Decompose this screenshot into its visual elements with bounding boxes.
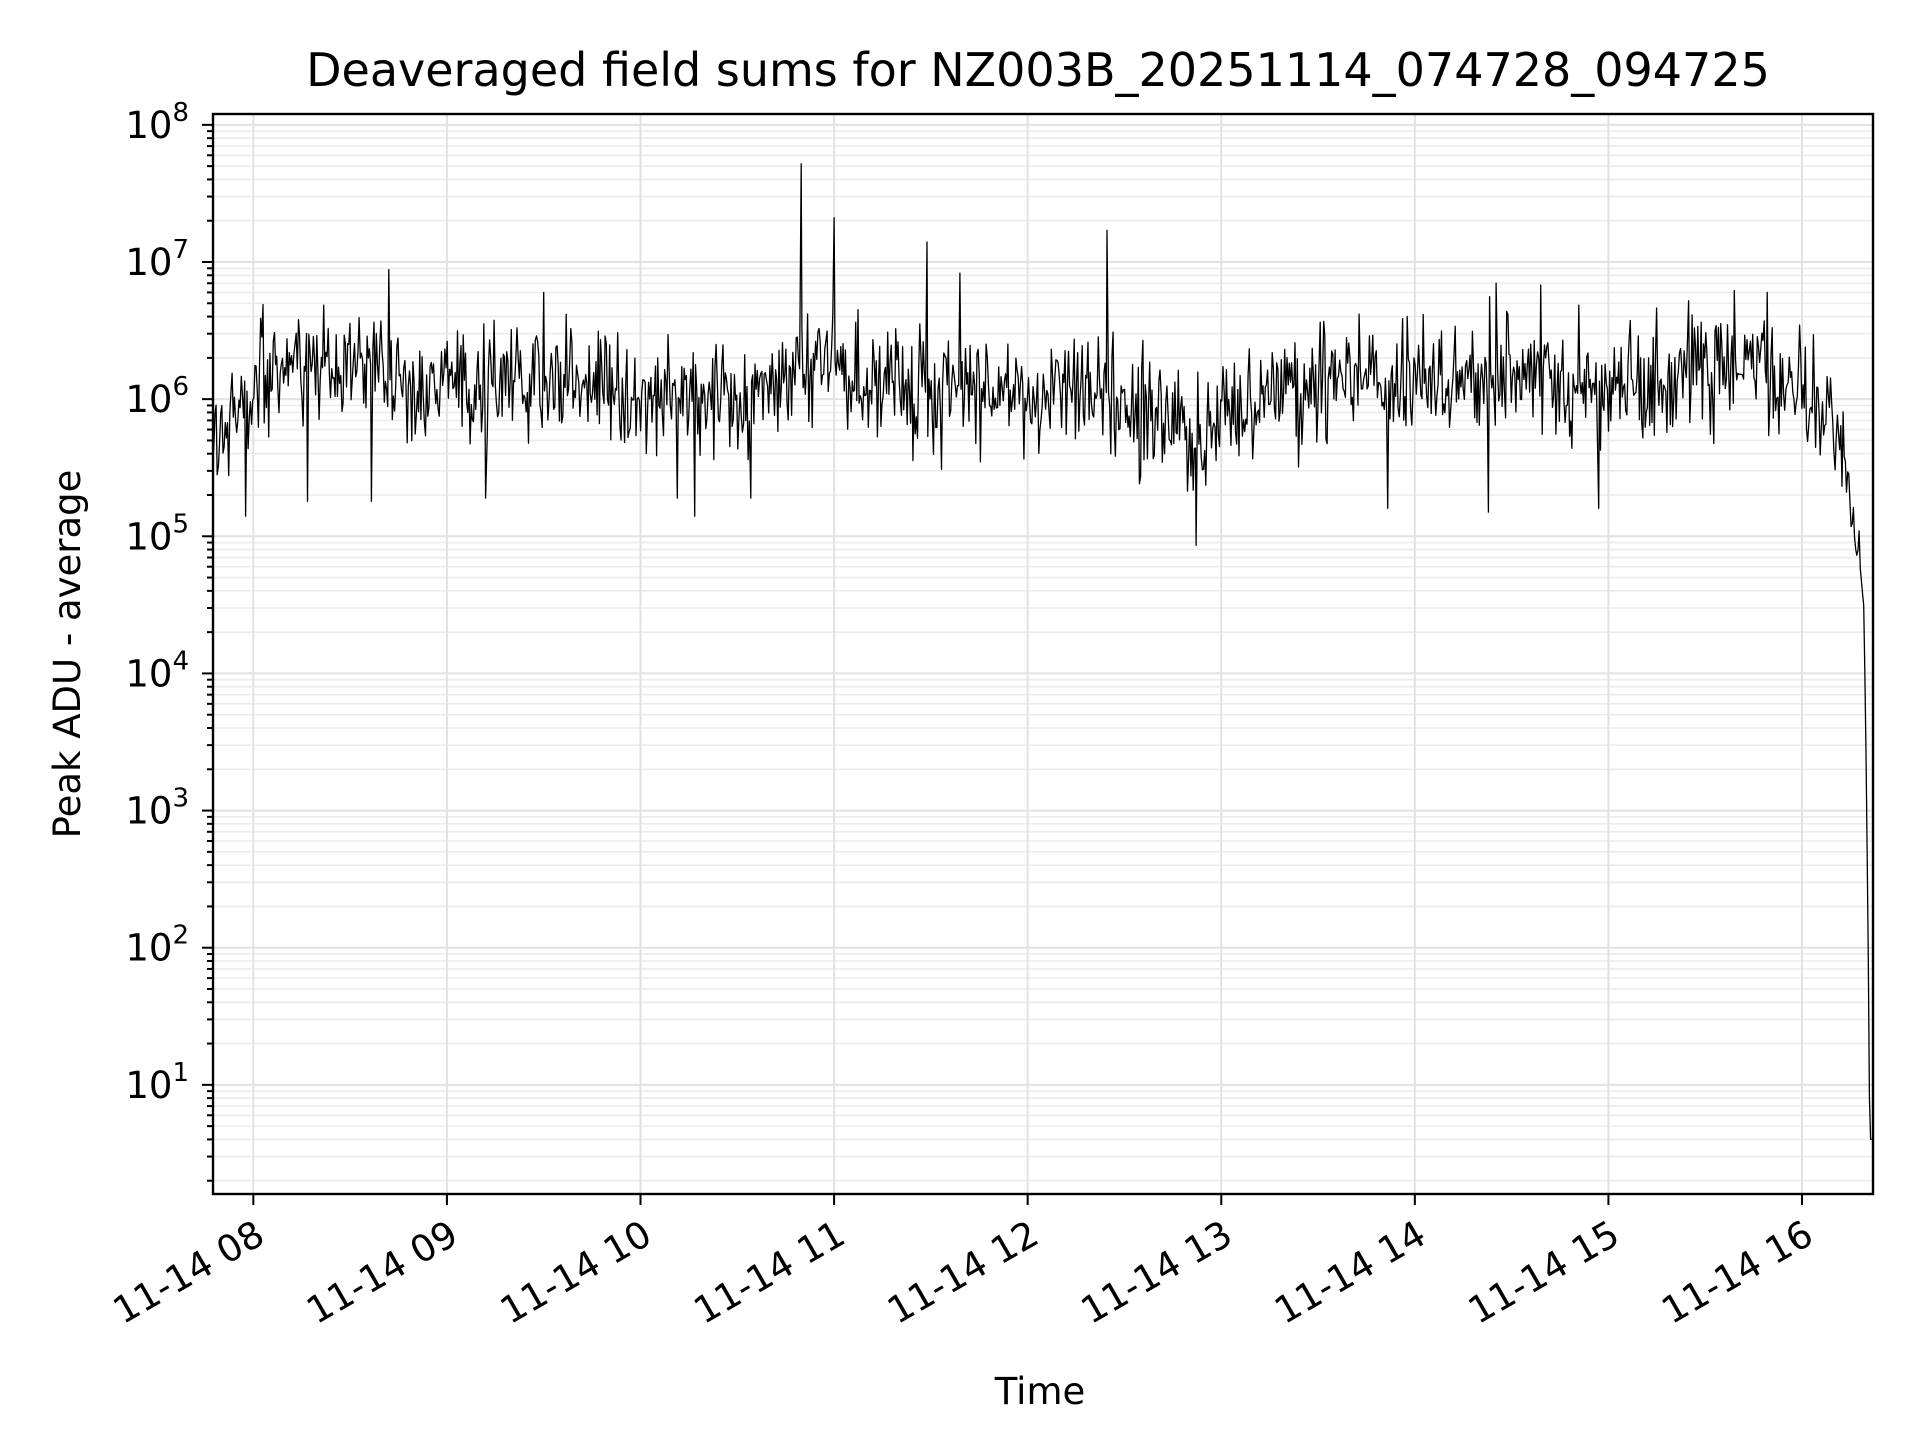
tick-layer: [202, 123, 1804, 1205]
y-tick-label: 103: [125, 784, 189, 833]
x-tick-label: 11-14 09: [299, 1212, 465, 1332]
y-tick-label: 101: [125, 1058, 189, 1107]
series-line: [212, 163, 1872, 1141]
x-tick-label: 11-14 12: [880, 1212, 1046, 1332]
x-axis-label: Time: [994, 1370, 1086, 1413]
y-tick-label: 104: [125, 646, 189, 695]
y-tick-label: 102: [125, 921, 189, 970]
x-tick-label: 11-14 16: [1655, 1212, 1821, 1332]
chart-title: Deaveraged field sums for NZ003B_2025111…: [306, 43, 1770, 97]
y-tick-labels: 101 102 103 104 105 106 107 108: [125, 98, 189, 1107]
y-axis-label: Peak ADU - average: [46, 470, 89, 839]
y-tick-label: 107: [125, 235, 189, 284]
x-tick-label: 11-14 15: [1461, 1212, 1627, 1332]
plot-frame: [211, 112, 1875, 1196]
series-layer: [212, 163, 1872, 1141]
x-tick-labels: 11-14 08 11-14 09 11-14 10 11-14 11 11-14 12…: [106, 1212, 1820, 1332]
x-tick-label: 11-14 08: [106, 1212, 272, 1332]
y-tick-label: 106: [125, 372, 189, 421]
y-tick-label: 105: [125, 509, 189, 558]
x-tick-label: 11-14 11: [687, 1212, 853, 1332]
grid-layer: [213, 114, 1873, 1194]
x-tick-label: 11-14 13: [1074, 1212, 1240, 1332]
y-tick-label: 108: [125, 98, 189, 147]
x-tick-label: 11-14 14: [1267, 1212, 1433, 1332]
x-tick-label: 11-14 10: [493, 1212, 659, 1332]
